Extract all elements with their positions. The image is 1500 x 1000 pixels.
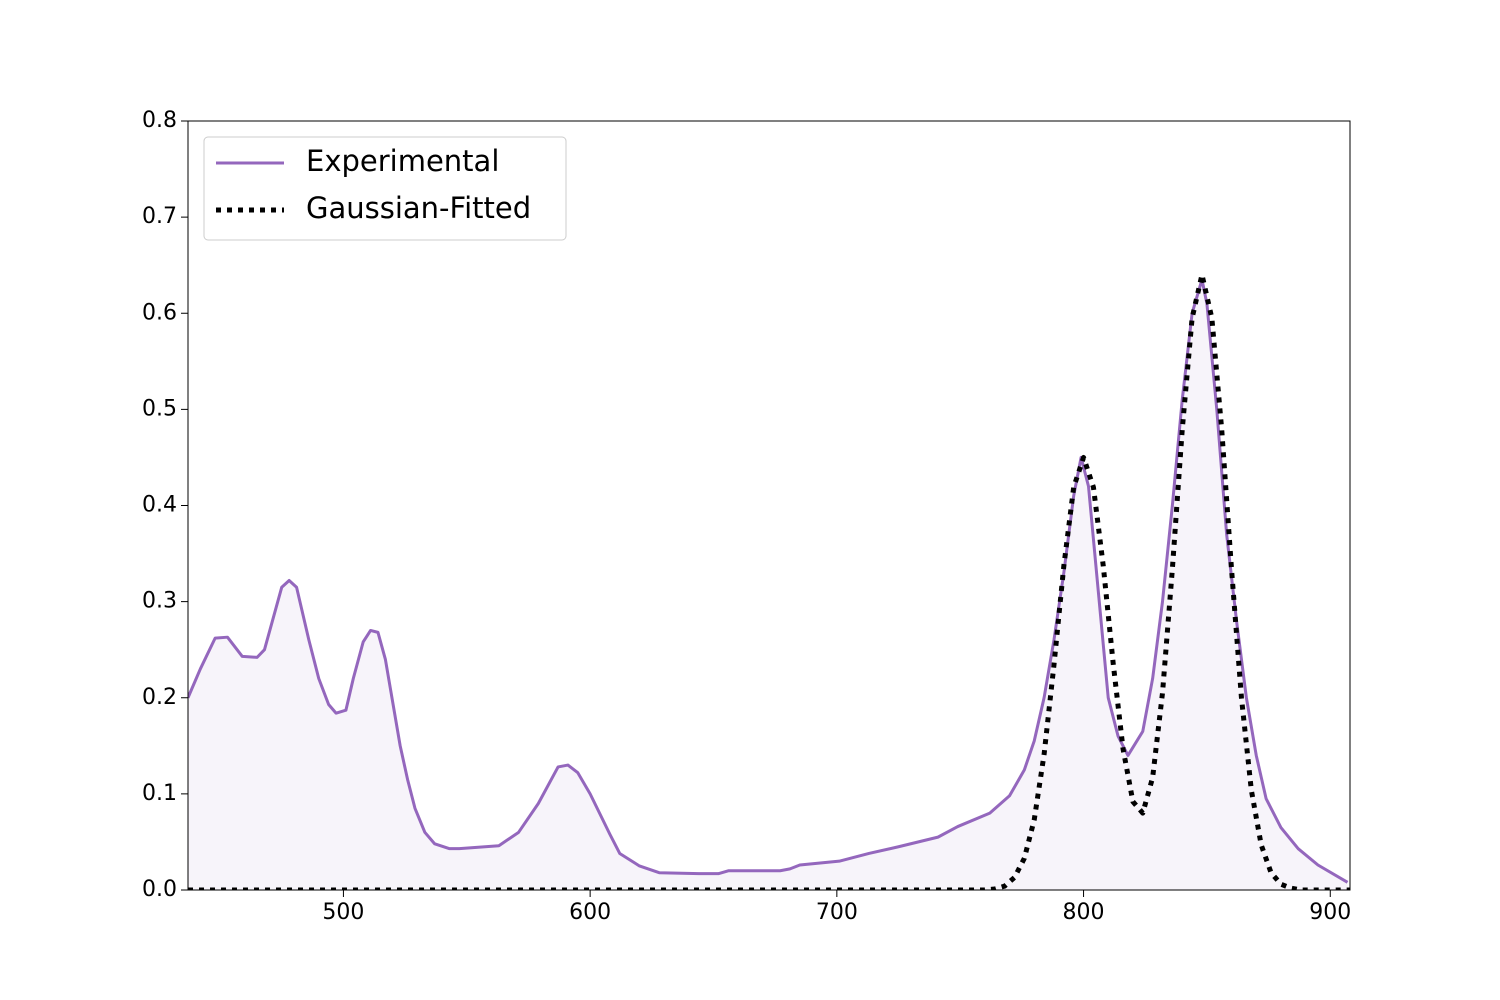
y-tick-label: 0.4	[142, 493, 177, 518]
legend-label: Experimental	[306, 144, 499, 178]
legend: Experimental Gaussian-Fitted	[203, 136, 567, 241]
series-line	[188, 278, 1349, 884]
y-tick-label: 0.7	[142, 204, 177, 229]
y-tick-label: 0.2	[142, 685, 177, 710]
series-line	[188, 272, 1350, 890]
area-fill	[188, 279, 1348, 890]
y-tick-label: 0.0	[142, 877, 177, 902]
y-tick-label: 0.1	[142, 781, 177, 806]
x-tick-label: 600	[569, 900, 611, 925]
y-tick-label: 0.5	[142, 396, 177, 421]
legend-box	[203, 136, 567, 241]
legend-label: Gaussian-Fitted	[306, 191, 531, 225]
x-tick-label: 500	[322, 900, 364, 925]
y-tick-label: 0.3	[142, 589, 177, 614]
y-tick-label: 0.8	[142, 108, 177, 133]
y-tick-label: 0.6	[142, 300, 177, 325]
x-tick-label: 900	[1309, 900, 1351, 925]
x-tick-label: 700	[816, 900, 858, 925]
x-tick-label: 800	[1063, 900, 1105, 925]
